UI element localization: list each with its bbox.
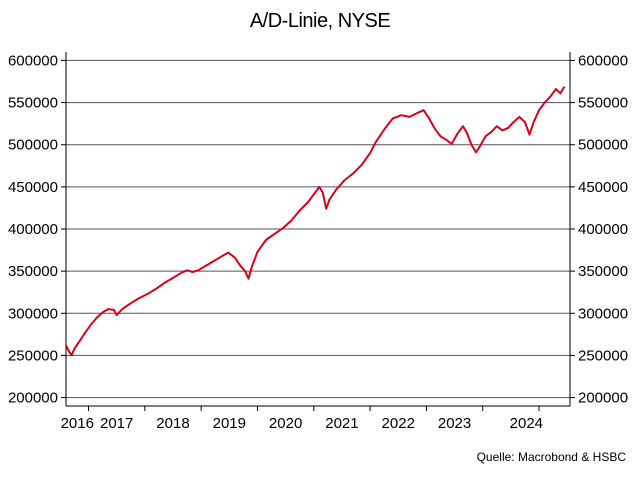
y-tick-label-left: 200000	[8, 390, 58, 407]
y-tick-label-right: 450000	[578, 179, 628, 196]
y-tick-label-left: 550000	[8, 95, 58, 112]
y-tick-label-left: 400000	[8, 221, 58, 238]
x-tick-label: 2016	[61, 415, 94, 432]
y-tick-label-right: 400000	[578, 221, 628, 238]
y-tick-label-left: 500000	[8, 137, 58, 154]
y-tick-label-right: 500000	[578, 137, 628, 154]
x-tick-label: 2024	[510, 415, 543, 432]
grid-lines	[66, 59, 570, 399]
y-tick-label-left: 250000	[8, 347, 58, 364]
x-axis-ticks: 2016 2017 2018 2019 2020 2021 2022 2023 2024	[61, 406, 543, 432]
y-tick-label-right: 250000	[578, 347, 628, 364]
x-tick-label: 2021	[325, 415, 358, 432]
y-tick-label-left: 450000	[8, 179, 58, 196]
x-tick-label: 2018	[156, 415, 189, 432]
y-tick-label-right: 300000	[578, 305, 628, 322]
y-tick-label-left: 600000	[8, 52, 58, 69]
x-tick-label: 2020	[269, 415, 302, 432]
series-layer	[65, 86, 566, 357]
series-line	[65, 86, 566, 357]
y-tick-label-right: 350000	[578, 263, 628, 280]
y-axis-ticks: 200000 200000 250000 250000 300000 300000 3500…	[8, 52, 628, 406]
source-note: Quelle: Macrobond & HSBC	[476, 450, 626, 464]
chart-title: A/D-Linie, NYSE	[249, 10, 391, 32]
y-tick-label-right: 200000	[578, 390, 628, 407]
y-tick-label-right: 600000	[578, 52, 628, 69]
y-tick-label-left: 300000	[8, 305, 58, 322]
y-tick-label-left: 350000	[8, 263, 58, 280]
x-tick-label: 2023	[438, 415, 471, 432]
x-tick-label: 2022	[382, 415, 415, 432]
x-tick-label: 2017	[100, 415, 133, 432]
x-tick-label: 2019	[213, 415, 246, 432]
y-tick-label-right: 550000	[578, 95, 628, 112]
